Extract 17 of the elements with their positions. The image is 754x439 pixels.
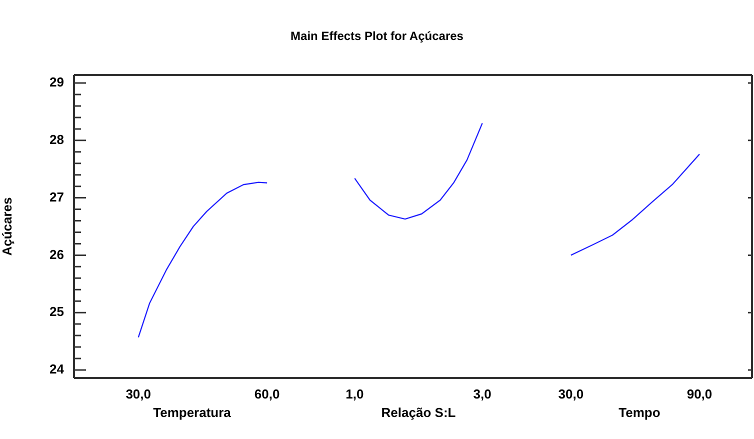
x-tick-label: 30,0 — [126, 386, 152, 402]
y-tick-label: 29 — [50, 74, 64, 90]
y-tick-label: 26 — [50, 246, 64, 262]
x-axis-title: Tempo — [618, 404, 660, 420]
x-tick-label: 30,0 — [558, 386, 584, 402]
x-tick-label: 3,0 — [473, 386, 492, 402]
y-axis-title: Açúcares — [0, 197, 14, 256]
y-tick-label: 24 — [50, 362, 65, 377]
y-tick-label: 27 — [50, 189, 64, 204]
x-tick-label: 60,0 — [254, 386, 280, 402]
y-tick-label: 28 — [50, 132, 64, 147]
x-axis-title: Temperatura — [153, 404, 232, 420]
x-tick-label: 90,0 — [686, 386, 712, 402]
y-tick-label: 25 — [50, 304, 64, 320]
x-axis-title: Relação S:L — [381, 404, 456, 420]
x-tick-label: 1,0 — [346, 386, 364, 402]
chart-title: Main Effects Plot for Açúcares — [290, 29, 464, 43]
